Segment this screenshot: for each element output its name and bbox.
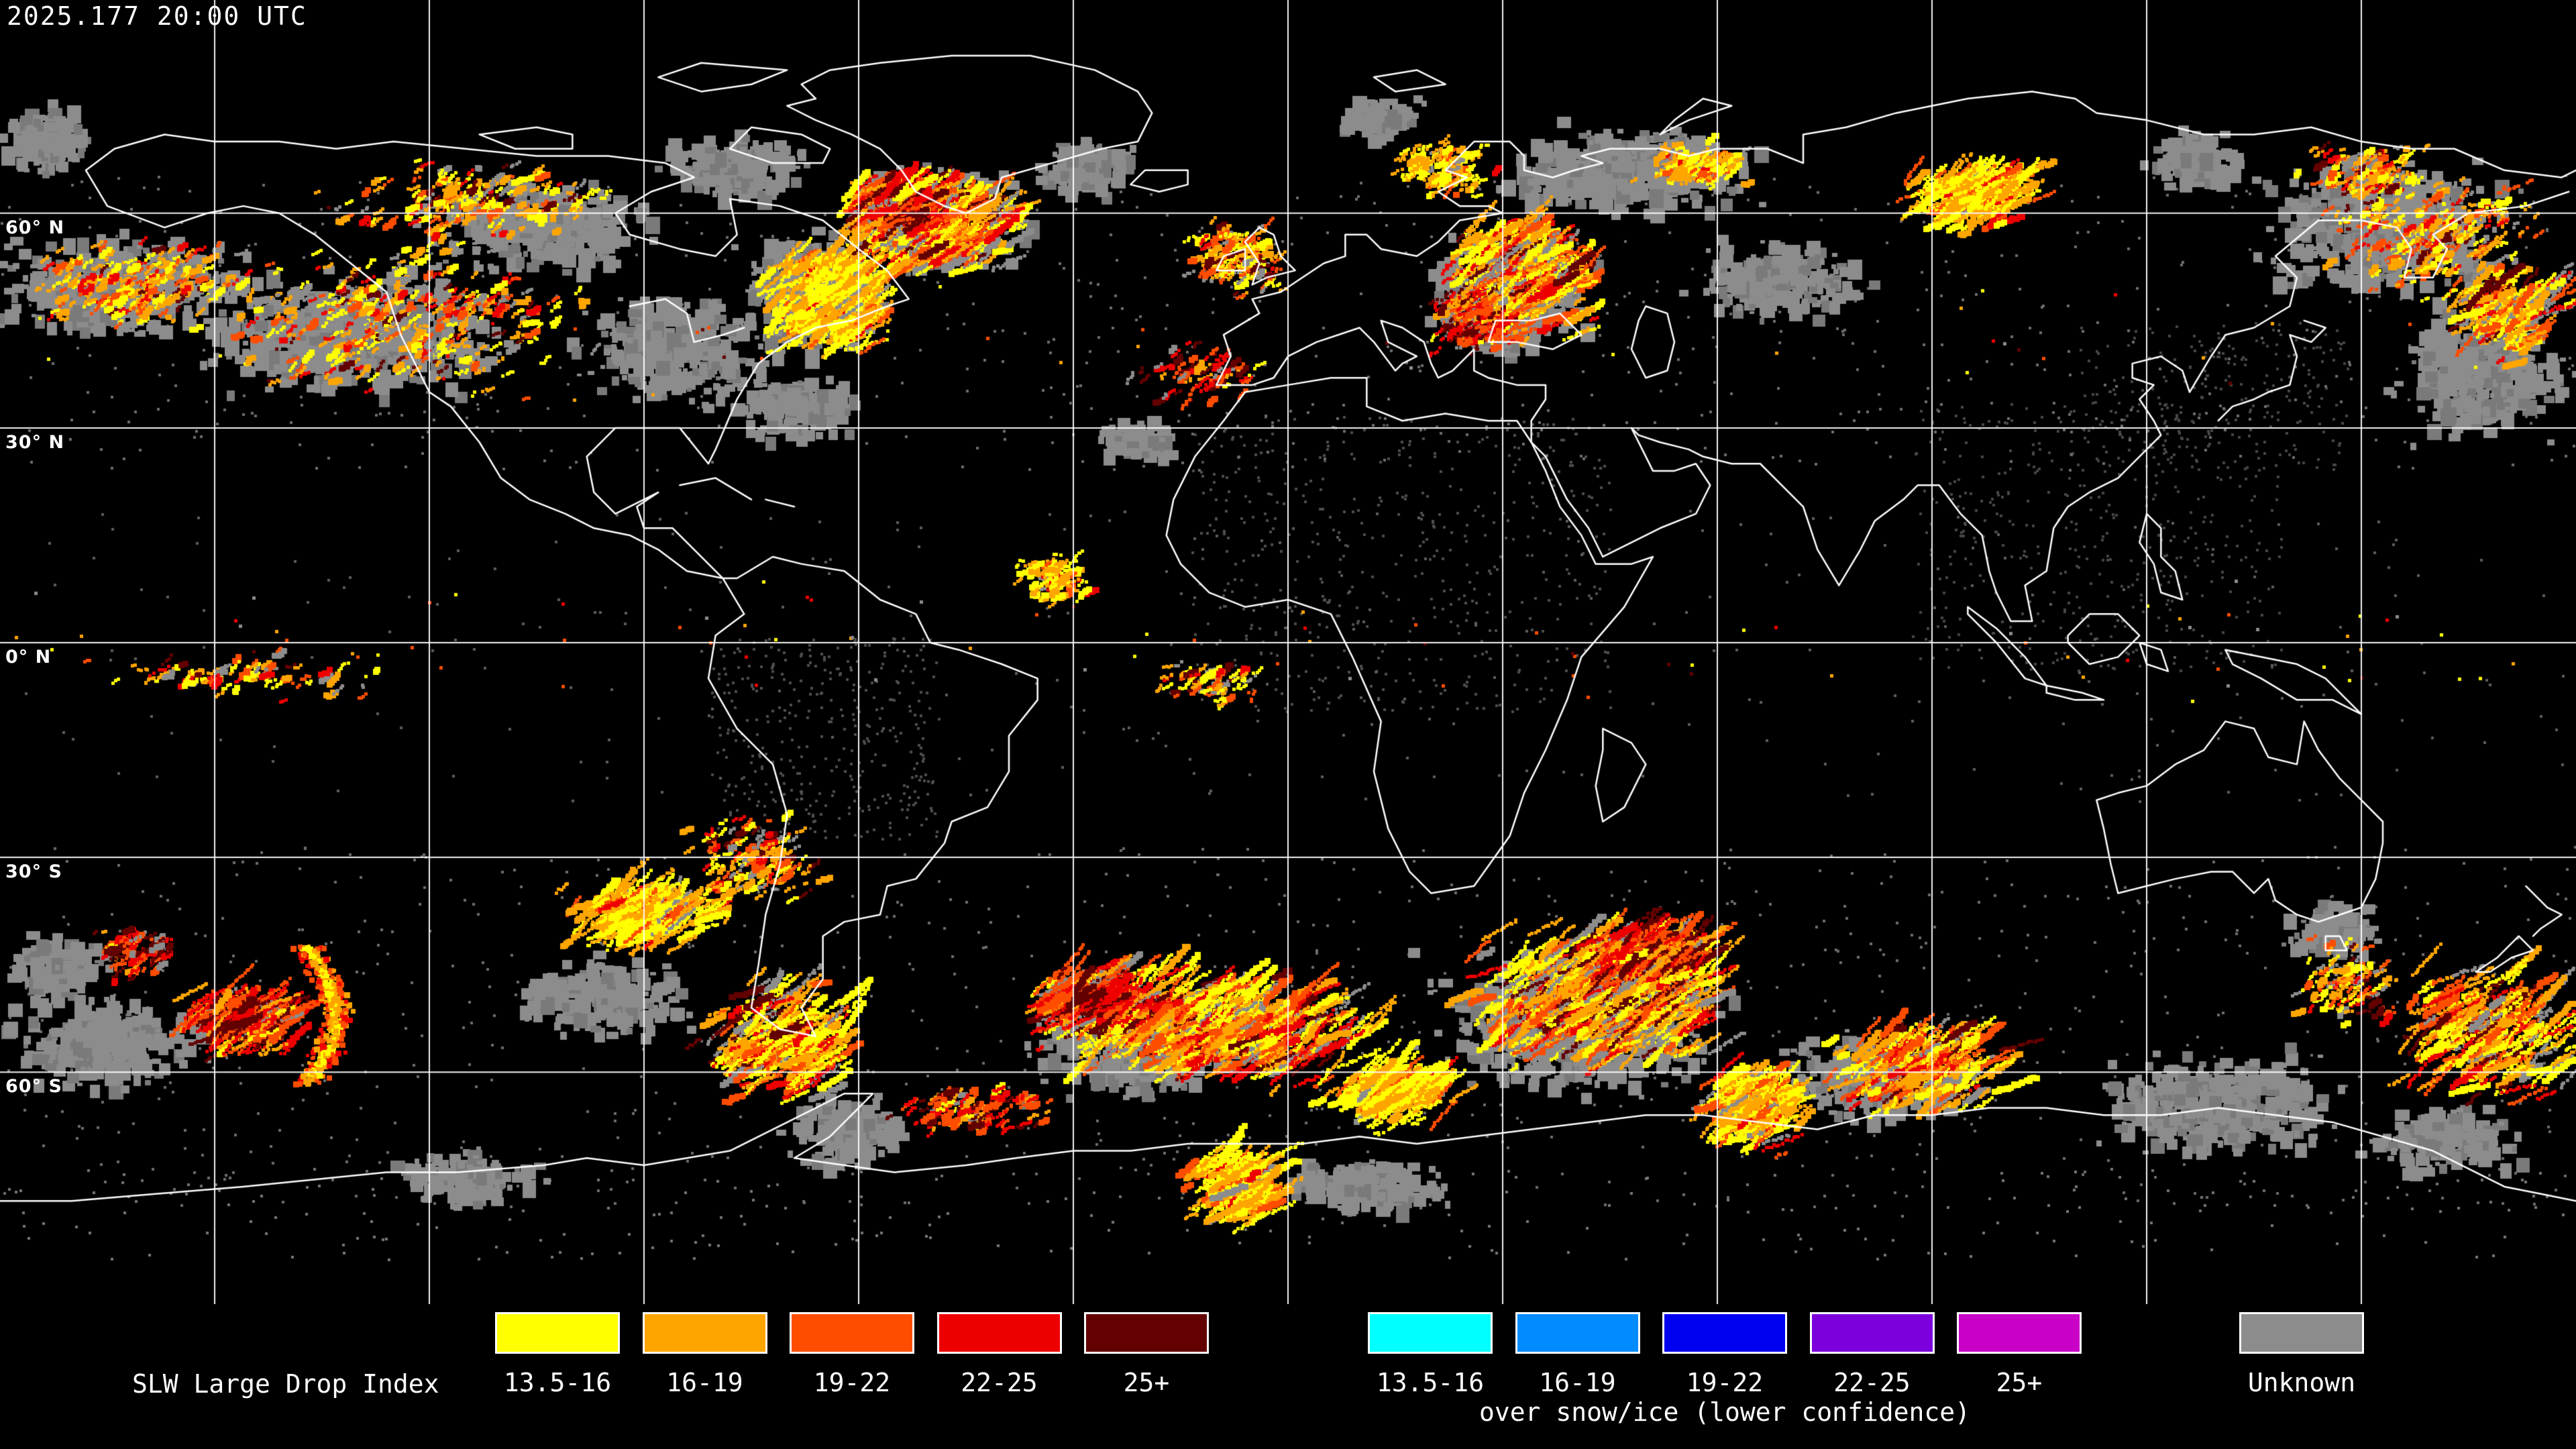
legend-swatch-label: 13.5-16 xyxy=(1376,1368,1485,1397)
legend-caption: over snow/ice (lower confidence) xyxy=(1479,1397,1971,1427)
legend-swatch-label: 25+ xyxy=(1123,1368,1170,1397)
legend-swatch-snow_ice-1 xyxy=(1515,1312,1640,1354)
legend-swatch-label: 19-22 xyxy=(813,1368,891,1397)
legend-swatch-standard-2 xyxy=(790,1312,914,1354)
latitude-label: 60° S xyxy=(5,1076,62,1097)
latitude-label: 60° N xyxy=(5,217,65,238)
latitude-label: 30° S xyxy=(5,861,62,883)
latitude-label: 30° N xyxy=(5,431,65,453)
legend-swatch-snow_ice-0 xyxy=(1368,1312,1493,1354)
legend-swatch-label: 22-25 xyxy=(1833,1368,1911,1397)
legend-swatch-label: 16-19 xyxy=(666,1368,743,1397)
legend-swatch-standard-4 xyxy=(1084,1312,1209,1354)
legend-swatch-label: 19-22 xyxy=(1686,1368,1764,1397)
legend-swatch-label: 16-19 xyxy=(1539,1368,1616,1397)
legend-swatch-snow_ice-4 xyxy=(1957,1312,2082,1354)
legend-swatch-standard-0 xyxy=(495,1312,620,1354)
world-map-canvas xyxy=(0,0,2576,1304)
legend-swatch-label: 13.5-16 xyxy=(503,1368,612,1397)
latitude-label: 0° N xyxy=(5,647,52,667)
legend-swatch-standard-1 xyxy=(642,1312,767,1354)
legend-swatch-standard-3 xyxy=(936,1312,1062,1354)
legend-swatch-snow_ice-3 xyxy=(1809,1312,1935,1354)
legend-swatch-snow_ice-2 xyxy=(1662,1312,1787,1354)
legend-swatch-label: Unknown xyxy=(2247,1368,2356,1397)
legend-swatch-label: 22-25 xyxy=(961,1368,1038,1397)
legend-swatch-label: 25+ xyxy=(1996,1368,2043,1397)
legend-title: SLW Large Drop Index xyxy=(132,1369,439,1399)
legend-swatch-unknown-0 xyxy=(2239,1312,2364,1354)
timestamp: 2025.177 20:00 UTC xyxy=(7,1,307,31)
